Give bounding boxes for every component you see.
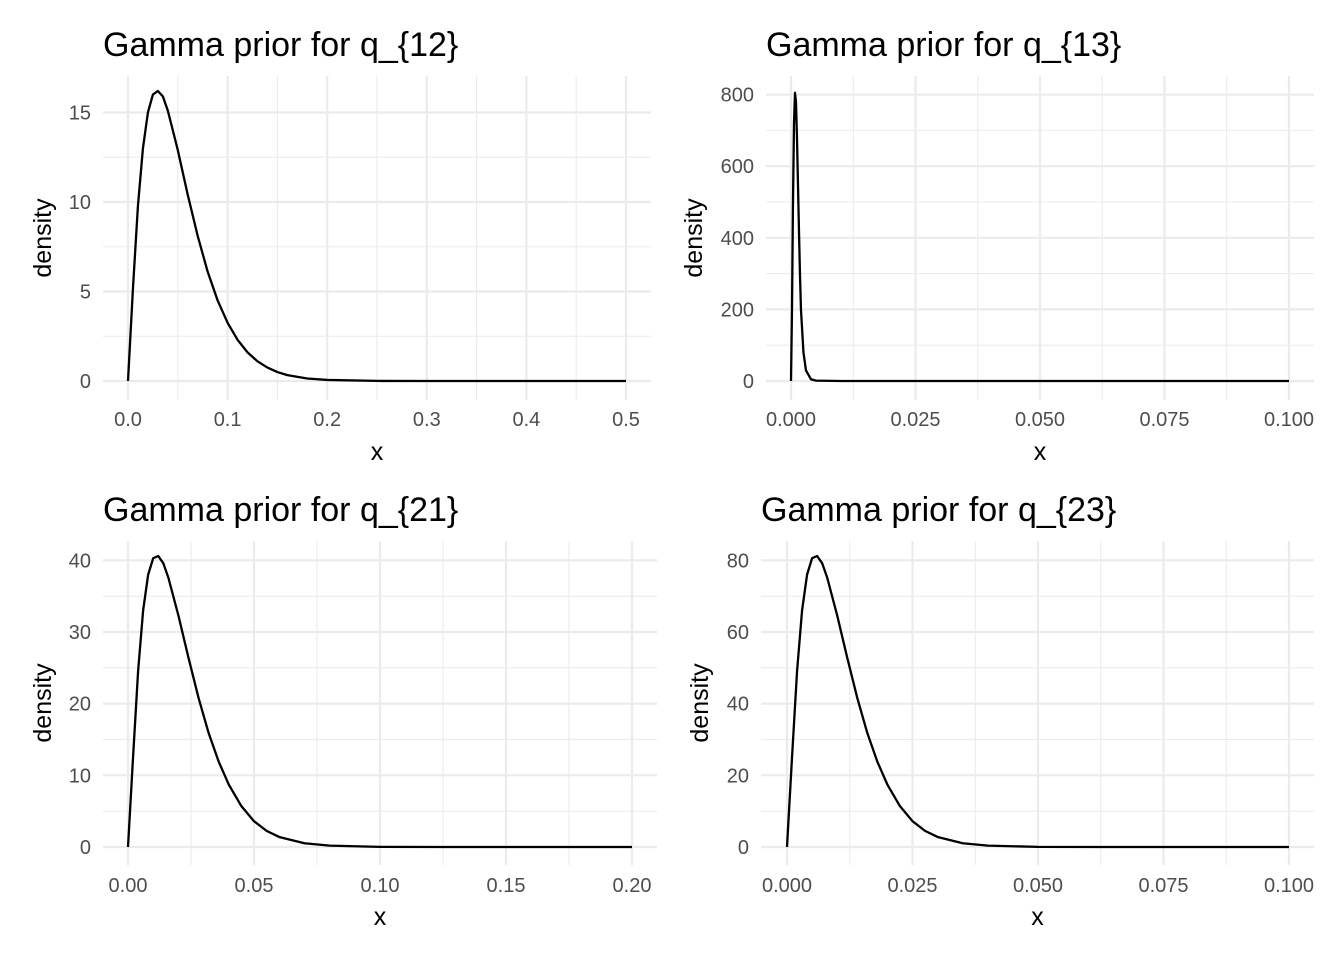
x-tick-label: 0.050 <box>1015 409 1065 431</box>
x-tick-label: 0.075 <box>1139 409 1189 431</box>
x-axis-title: x <box>1031 903 1044 931</box>
x-tick-label: 0.025 <box>890 409 940 431</box>
x-tick-label: 0.000 <box>766 409 816 431</box>
y-tick-label: 10 <box>69 192 91 214</box>
y-tick-label: 0 <box>743 371 754 393</box>
x-tick-label: 0.5 <box>612 409 640 431</box>
chart-panel: 0.000 0.025 0.050 0.075 0.100 0 20 40 60 80 Gamma … <box>686 491 1314 931</box>
x-tick-label: 0.1 <box>214 409 242 431</box>
x-tick-label: 0.025 <box>887 875 937 897</box>
y-tick-label: 20 <box>727 765 749 787</box>
y-tick-label: 80 <box>727 550 749 572</box>
x-tick-label: 0.10 <box>361 875 400 897</box>
x-tick-label: 0.050 <box>1013 875 1063 897</box>
y-tick-label: 0 <box>738 837 749 859</box>
x-axis-title: x <box>374 903 387 931</box>
panel-title: Gamma prior for q_{23} <box>761 491 1116 529</box>
x-tick-label: 0.100 <box>1264 409 1314 431</box>
y-tick-label: 15 <box>69 102 91 124</box>
x-tick-label: 0.15 <box>487 875 526 897</box>
x-tick-label: 0.075 <box>1138 875 1188 897</box>
y-tick-label: 40 <box>727 694 749 716</box>
y-tick-label: 600 <box>721 156 754 178</box>
y-axis-title: density <box>29 663 57 743</box>
panel-title: Gamma prior for q_{12} <box>103 26 458 64</box>
density-curve <box>126 554 632 849</box>
y-tick-label: 60 <box>727 622 749 644</box>
y-tick-label: 0 <box>80 371 91 393</box>
y-tick-label: 400 <box>721 228 754 250</box>
y-axis-title: density <box>680 198 708 278</box>
x-tick-label: 0.4 <box>512 409 540 431</box>
y-tick-label: 5 <box>80 281 91 303</box>
x-tick-label: 0.000 <box>762 875 812 897</box>
x-tick-label: 0.0 <box>114 409 142 431</box>
density-curve <box>126 89 626 383</box>
density-curve <box>789 91 1289 383</box>
chart-panel: 0.000 0.025 0.050 0.075 0.100 0 200 400 600 800 Ga… <box>680 26 1314 466</box>
chart-panel: 0.00 0.05 0.10 0.15 0.20 0 10 20 30 40 Gamma prior… <box>29 491 657 931</box>
x-axis-title: x <box>371 438 384 466</box>
y-tick-label: 30 <box>69 622 91 644</box>
x-tick-label: 0.00 <box>109 875 148 897</box>
y-axis-title: density <box>686 663 714 743</box>
x-axis-title: x <box>1034 438 1047 466</box>
y-tick-label: 0 <box>80 837 91 859</box>
density-curve <box>785 554 1289 849</box>
y-tick-label: 40 <box>69 550 91 572</box>
panel-title: Gamma prior for q_{13} <box>766 26 1121 64</box>
y-axis-title: density <box>29 198 57 278</box>
y-tick-label: 10 <box>69 765 91 787</box>
x-tick-label: 0.3 <box>413 409 441 431</box>
x-tick-label: 0.05 <box>235 875 274 897</box>
x-tick-label: 0.2 <box>313 409 341 431</box>
chart-panel: 0.0 0.1 0.2 0.3 0.4 0.5 0 5 10 15 Gamma prior for … <box>29 26 651 466</box>
x-tick-label: 0.100 <box>1264 875 1314 897</box>
y-tick-label: 800 <box>721 85 754 107</box>
panel-title: Gamma prior for q_{21} <box>103 491 458 529</box>
x-tick-label: 0.20 <box>613 875 652 897</box>
y-tick-label: 20 <box>69 694 91 716</box>
y-tick-label: 200 <box>721 299 754 321</box>
